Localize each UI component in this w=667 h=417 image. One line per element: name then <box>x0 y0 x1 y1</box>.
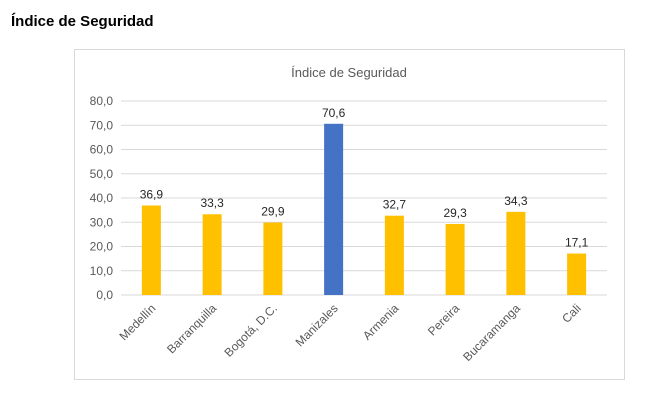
bar-chart: Índice de Seguridad 0,0 10,0 20,0 30,0 40,0 5… <box>90 65 607 364</box>
bar <box>445 223 465 295</box>
y-tick-label: 70,0 <box>90 118 114 132</box>
gridlines <box>121 100 607 296</box>
data-label: 36,9 <box>140 188 164 202</box>
data-label: 32,7 <box>383 198 407 212</box>
x-tick-label: Bogotá, D.C. <box>222 301 280 359</box>
x-tick-label: Pereira <box>425 301 462 338</box>
data-label: 33,3 <box>200 196 224 210</box>
data-label: 34,3 <box>504 194 528 208</box>
bar <box>141 205 161 295</box>
data-labels: 36,9 33,3 29,9 70,6 32,7 29,3 34,3 17,1 <box>140 106 589 250</box>
x-tick-label: Bucaramanga <box>460 301 523 364</box>
x-tick-label: Manizales <box>293 301 341 349</box>
chart-title: Índice de Seguridad <box>291 65 407 80</box>
bar <box>263 222 283 295</box>
data-label: 29,3 <box>443 206 467 220</box>
data-label: 70,6 <box>322 106 346 120</box>
y-tick-label: 20,0 <box>90 240 114 254</box>
page-title: Índice de Seguridad <box>11 13 154 30</box>
y-tick-label: 0,0 <box>96 288 113 302</box>
x-tick-label: Barranquilla <box>164 301 219 356</box>
data-label: 29,9 <box>261 204 285 218</box>
bar <box>567 253 587 295</box>
bar <box>202 214 222 295</box>
y-tick-label: 30,0 <box>90 215 114 229</box>
y-tick-label: 40,0 <box>90 191 114 205</box>
x-tick-label: Armenia <box>360 301 402 343</box>
bars <box>141 123 587 295</box>
y-tick-label: 60,0 <box>90 143 114 157</box>
x-tick-label: Cali <box>559 301 584 326</box>
y-tick-label: 50,0 <box>90 167 114 181</box>
x-axis-ticks: Medellín Barranquilla Bogotá, D.C. Manizale… <box>117 301 584 364</box>
x-tick-label: Medellín <box>117 301 159 343</box>
bar <box>384 215 404 295</box>
bar <box>324 123 344 295</box>
data-label: 17,1 <box>565 236 589 250</box>
chart-container: Índice de Seguridad 0,0 10,0 20,0 30,0 40,0 5… <box>74 49 625 380</box>
bar <box>506 211 526 295</box>
y-axis-ticks: 0,0 10,0 20,0 30,0 40,0 50,0 60,0 70,0 80,0 <box>90 94 114 302</box>
y-tick-label: 10,0 <box>90 264 114 278</box>
y-tick-label: 80,0 <box>90 94 114 108</box>
